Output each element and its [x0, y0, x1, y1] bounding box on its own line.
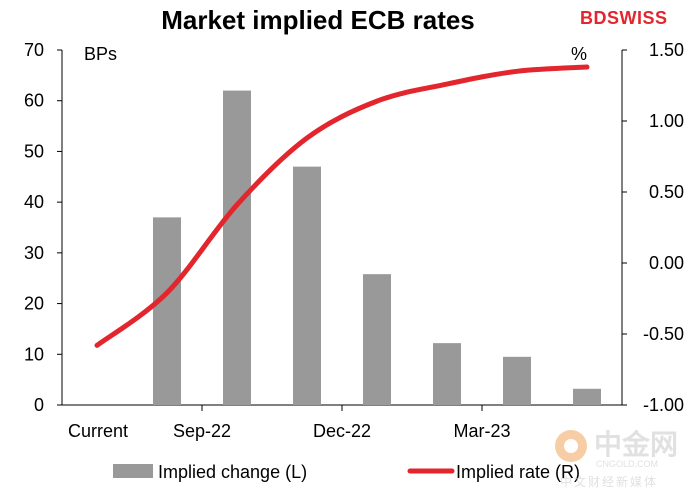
x-tick-label: Dec-22 [313, 421, 371, 441]
left-tick-label: 40 [24, 192, 44, 212]
x-tick-label: Sep-22 [173, 421, 231, 441]
watermark-sub: 中文财经新媒体 [560, 474, 658, 489]
chart-title: Market implied ECB rates [161, 5, 475, 35]
watermark-emblem-core [564, 439, 578, 453]
plot-area: 0 10 20 30 40 50 60 70 -1.00 -0.50 0.00 0.50 1.00 1.5… [24, 40, 684, 482]
bdswiss-logo: BDSWISS [580, 8, 668, 28]
left-tick-label: 70 [24, 40, 44, 60]
x-tick-label: Current [68, 421, 128, 441]
legend-swatch-bars [113, 464, 153, 478]
left-axis-unit: BPs [84, 44, 117, 64]
bar-implied-change [223, 91, 251, 405]
bar-implied-change [503, 357, 531, 405]
left-tick-label: 30 [24, 243, 44, 263]
watermark-site: CNGOLD.COM [596, 459, 658, 469]
left-tick-label: 60 [24, 91, 44, 111]
bar-implied-change [153, 217, 181, 405]
left-tick-label: 10 [24, 344, 44, 364]
left-tick-label: 50 [24, 141, 44, 161]
watermark: 中金网 CNGOLD.COM 中文财经新媒体 [555, 428, 678, 489]
bar-implied-change [293, 167, 321, 405]
right-axis-unit: % [571, 44, 587, 64]
legend-label-bars: Implied change (L) [158, 462, 307, 482]
logo-text: BDSWISS [580, 8, 668, 28]
right-tick-label: -1.00 [643, 395, 684, 415]
right-tick-label: 0.00 [649, 253, 684, 273]
right-tick-label: 0.50 [649, 182, 684, 202]
left-tick-label: 0 [34, 395, 44, 415]
bar-implied-change [433, 343, 461, 405]
right-tick-label: 1.00 [649, 111, 684, 131]
watermark-main: 中金网 [594, 428, 678, 460]
bar-implied-change [573, 389, 601, 405]
right-tick-label: -0.50 [643, 324, 684, 344]
right-tick-label: 1.50 [649, 40, 684, 60]
bar-implied-change [363, 274, 391, 405]
x-tick-label: Mar-23 [453, 421, 510, 441]
left-tick-label: 20 [24, 294, 44, 314]
